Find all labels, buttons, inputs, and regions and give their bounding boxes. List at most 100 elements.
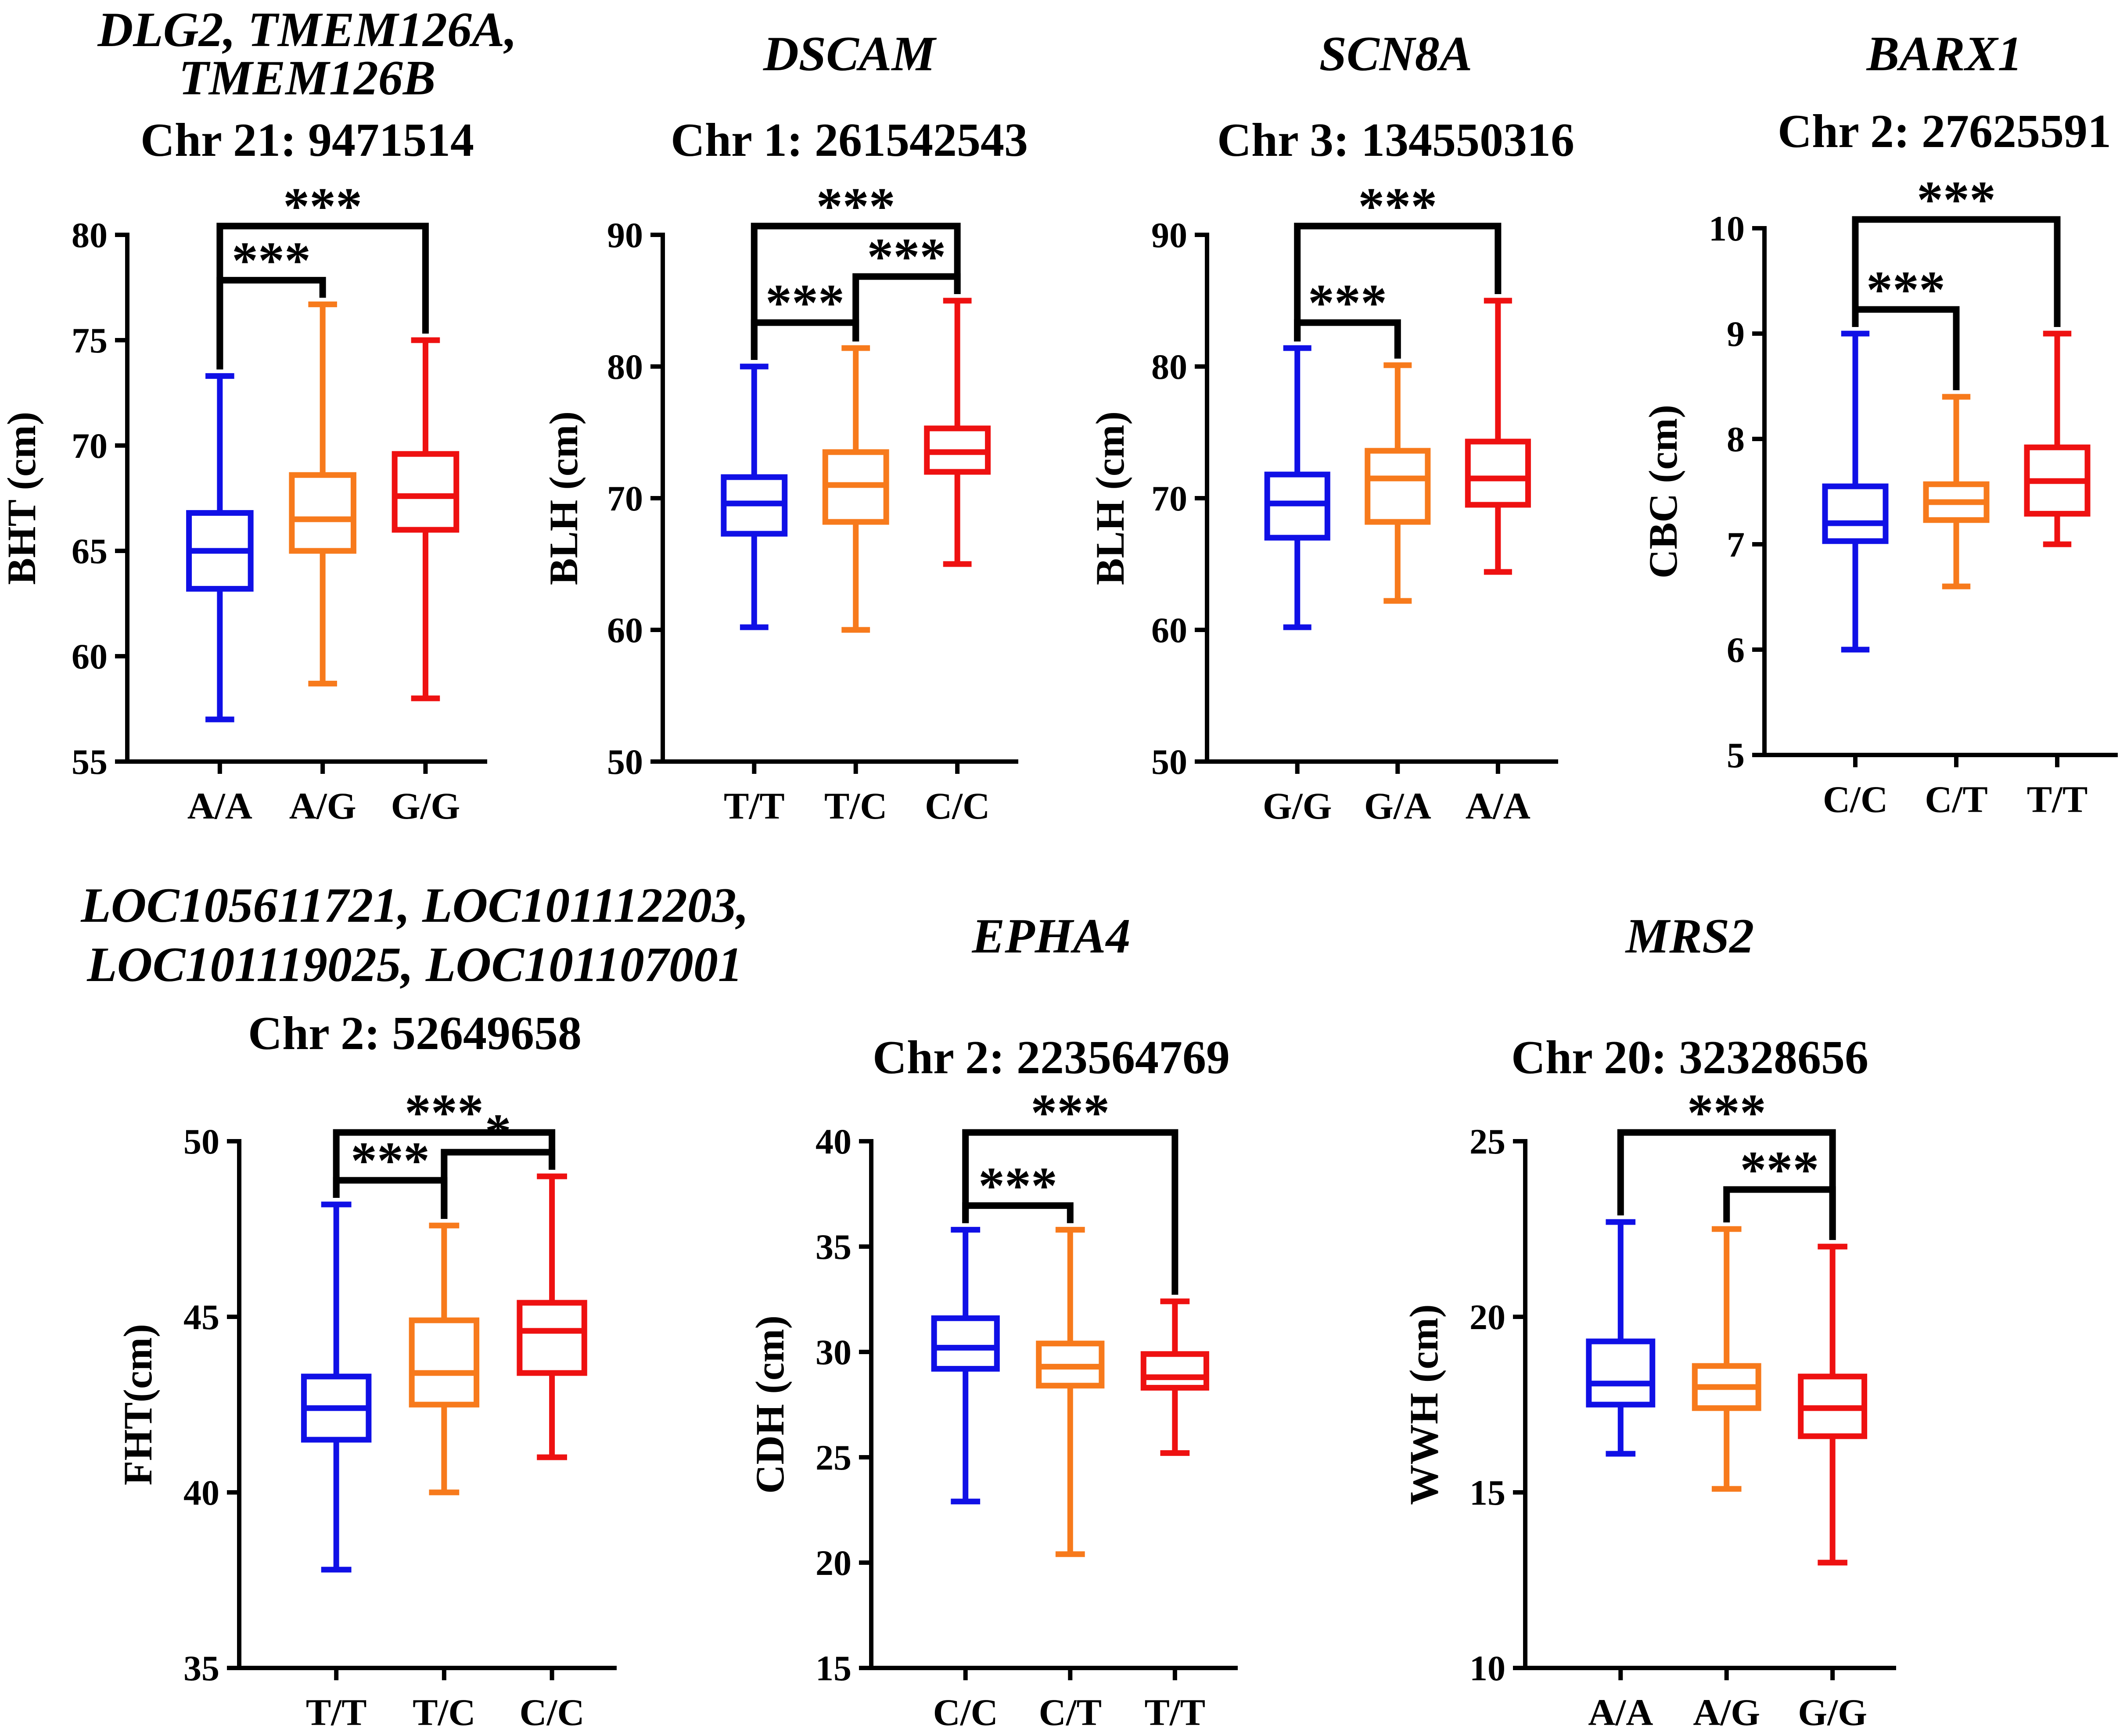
bracket-line xyxy=(216,223,429,370)
chart-panel-6: EPHA4 Chr 2: 223564769 15 20 25 30 35 40 CDH (cm… xyxy=(747,909,1238,1733)
significance-label: *** xyxy=(1687,1083,1766,1142)
y-tick-label: 50 xyxy=(607,742,643,782)
y-tick-label: 35 xyxy=(183,1648,219,1688)
chart-panel-4: BARX1 Chr 2: 27625591 5 6 7 8 9 10 CBC (cm) C/C C/… xyxy=(1641,27,2118,820)
box-TT xyxy=(721,363,788,630)
box-CT xyxy=(1923,394,1990,589)
significance-bracket: *** xyxy=(852,227,961,341)
y-tick-label: 7 xyxy=(1727,525,1745,564)
chart-panel-7: MRS2 Chr 20: 32328656 10 15 20 25 WWH (cm) A/A A… xyxy=(1401,909,1896,1733)
x-tick-label: T/C xyxy=(824,785,887,827)
gene-title: DSCAM xyxy=(763,27,937,81)
iqr-box xyxy=(409,1317,480,1408)
iqr-box xyxy=(1465,438,1531,508)
iqr-box xyxy=(1140,1351,1209,1391)
iqr-box xyxy=(517,1300,587,1376)
significance-label: *** xyxy=(978,1157,1057,1215)
y-tick-label: 70 xyxy=(607,478,643,518)
x-tick-label: C/C xyxy=(1823,778,1888,820)
significance-bracket: *** xyxy=(1852,260,1960,390)
bracket-line xyxy=(216,277,326,370)
y-tick-label: 15 xyxy=(1469,1473,1505,1513)
significance-label: *** xyxy=(1358,177,1437,235)
box-GA xyxy=(1365,362,1431,604)
significance-label: *** xyxy=(867,227,946,286)
y-tick-label: 30 xyxy=(816,1332,852,1372)
x-tick-label: G/G xyxy=(1798,1691,1867,1733)
bracket-line xyxy=(1294,223,1502,341)
bracket-line xyxy=(441,1149,556,1219)
y-axis-label: CDH (cm) xyxy=(747,1315,792,1494)
gene-title: TMEM126B xyxy=(179,51,436,105)
x-tick-label: C/C xyxy=(520,1691,585,1733)
y-tick-label: 50 xyxy=(183,1121,219,1161)
significance-bracket: *** xyxy=(751,273,859,360)
box-CC xyxy=(931,1227,1000,1505)
box-CC xyxy=(1822,331,1889,653)
y-axis-label: FHT(cm) xyxy=(115,1324,160,1485)
significance-bracket: *** xyxy=(1294,177,1502,341)
box-GG xyxy=(1798,1244,1868,1566)
x-tick-label: T/C xyxy=(413,1691,475,1733)
significance-bracket: *** xyxy=(333,1131,448,1219)
iqr-box xyxy=(392,451,460,533)
box-TT xyxy=(2024,331,2091,547)
significance-label: *** xyxy=(816,177,895,235)
y-axis-label: CBC (cm) xyxy=(1641,405,1685,579)
iqr-box xyxy=(1365,448,1431,525)
y-tick-label: 8 xyxy=(1727,419,1745,459)
iqr-box xyxy=(1586,1338,1656,1408)
significance-bracket: *** xyxy=(962,1083,1178,1295)
x-tick-label: A/A xyxy=(1588,1691,1653,1733)
y-tick-label: 80 xyxy=(72,215,108,255)
bracket-line xyxy=(1617,1129,1836,1240)
bracket-line xyxy=(962,1129,1178,1295)
y-axis-label: BLH (cm) xyxy=(541,411,586,585)
significance-bracket: *** xyxy=(1294,273,1401,359)
significance-label: *** xyxy=(1866,260,1945,319)
y-tick-label: 45 xyxy=(183,1297,219,1337)
significance-bracket: *** xyxy=(216,231,326,370)
x-tick-label: G/G xyxy=(1263,785,1332,827)
x-tick-label: C/C xyxy=(925,785,990,827)
chart-panel-3: SCN8A Chr 3: 134550316 50 60 70 80 90 BLH (cm) G… xyxy=(1088,27,1574,827)
x-tick-label: C/T xyxy=(1925,778,1987,820)
gene-title: SCN8A xyxy=(1319,27,1473,81)
box-AA xyxy=(1465,298,1531,575)
y-tick-label: 60 xyxy=(72,636,108,676)
chromosome-position-title: Chr 21: 9471514 xyxy=(140,114,474,166)
y-tick-label: 40 xyxy=(183,1473,219,1513)
bracket-line xyxy=(1852,306,1960,390)
y-tick-label: 80 xyxy=(1151,347,1187,387)
bracket-line xyxy=(852,273,961,341)
chart-panel-2: DSCAM Chr 1: 261542543 50 60 70 80 90 BLH (cm) T… xyxy=(541,27,1028,827)
y-tick-label: 6 xyxy=(1727,630,1745,670)
box-AG xyxy=(289,301,356,686)
iqr-box xyxy=(931,1315,1000,1372)
box-TT xyxy=(301,1201,372,1573)
y-tick-label: 10 xyxy=(1709,208,1745,248)
significance-bracket: *** xyxy=(216,177,429,370)
y-tick-label: 80 xyxy=(607,347,643,387)
y-tick-label: 5 xyxy=(1727,735,1745,775)
y-tick-label: 15 xyxy=(816,1648,852,1688)
y-tick-label: 9 xyxy=(1727,314,1745,354)
box-CC xyxy=(517,1173,587,1460)
gene-title: MRS2 xyxy=(1625,909,1754,963)
chromosome-position-title: Chr 2: 27625591 xyxy=(1778,105,2111,158)
y-tick-label: 65 xyxy=(72,531,108,571)
significance-bracket: *** xyxy=(1852,170,2061,327)
chromosome-position-title: Chr 2: 223564769 xyxy=(873,1032,1230,1084)
bracket-line xyxy=(1852,216,2061,327)
box-CT xyxy=(1036,1227,1105,1557)
y-axis-label: BLH (cm) xyxy=(1088,411,1132,585)
x-tick-label: A/A xyxy=(1466,785,1531,827)
x-tick-label: C/T xyxy=(1039,1691,1102,1733)
gene-title: EPHA4 xyxy=(972,909,1131,963)
significance-bracket: *** xyxy=(1723,1140,1836,1240)
y-tick-label: 90 xyxy=(607,215,643,255)
gene-title: LOC105611721, LOC101112203, xyxy=(80,878,748,933)
chart-panel-5: LOC105611721, LOC101112203,LOC101119025,… xyxy=(80,878,748,1733)
x-tick-label: A/G xyxy=(289,785,356,827)
